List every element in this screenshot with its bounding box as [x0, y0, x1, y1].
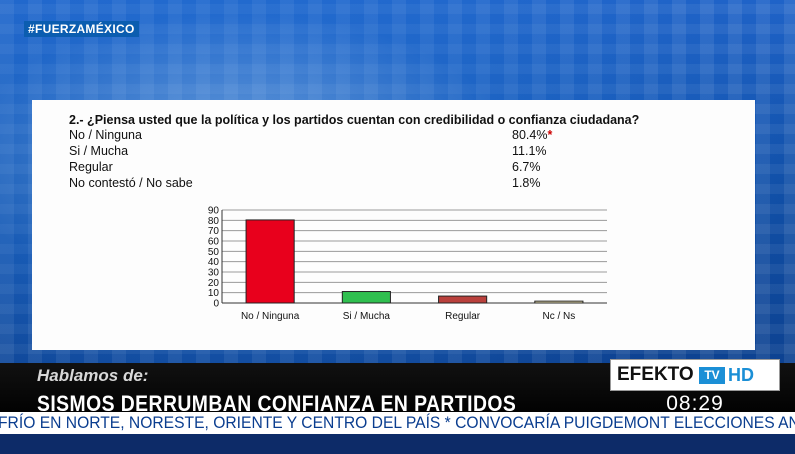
- logo-efekto: EFEKTO: [617, 364, 694, 385]
- y-tick-label: 0: [213, 299, 219, 310]
- y-tick-label: 60: [208, 237, 220, 248]
- x-tick-label: Regular: [445, 311, 481, 322]
- answer-label: No contestó / No sabe: [69, 176, 193, 190]
- answer-value: 1.8%: [512, 176, 541, 190]
- news-ticker: FRÍO EN NORTE, NORESTE, ORIENTE Y CENTRO…: [0, 412, 795, 434]
- lower-third-headline: SISMOS DERRUMBAN CONFIANZA EN PARTIDOS: [37, 391, 517, 416]
- logo-hd: HD: [728, 365, 754, 385]
- asterisk-mark: *: [547, 128, 553, 142]
- y-tick-label: 70: [208, 226, 220, 237]
- bar: [438, 295, 488, 304]
- ticker-text: FRÍO EN NORTE, NORESTE, ORIENTE Y CENTRO…: [0, 413, 795, 432]
- survey-panel: 2.- ¿Piensa usted que la política y los …: [32, 100, 755, 350]
- logo-tv: TV: [699, 367, 725, 384]
- x-tick-label: Si / Mucha: [343, 311, 391, 322]
- y-tick-label: 50: [208, 247, 220, 258]
- survey-question: 2.- ¿Piensa usted que la política y los …: [69, 113, 640, 127]
- lower-third-kicker: Hablamos de:: [37, 366, 149, 385]
- x-tick-label: Nc / Ns: [542, 311, 575, 322]
- bar: [245, 219, 295, 304]
- answer-row: No contestó / No sabe 1.8%: [69, 176, 541, 190]
- answer-label: No / Ninguna: [69, 128, 142, 142]
- bar: [341, 291, 391, 304]
- y-tick-label: 40: [208, 257, 220, 268]
- x-tick-label: No / Ninguna: [241, 311, 300, 322]
- y-tick-label: 30: [208, 268, 220, 279]
- answer-row: No / Ninguna 80.4%*: [69, 128, 552, 142]
- channel-logo: EFEKTO TV HD: [610, 359, 780, 391]
- y-tick-label: 10: [208, 288, 220, 299]
- y-tick-label: 20: [208, 278, 220, 289]
- clock: 08:29: [666, 392, 724, 415]
- y-tick-label: 80: [208, 216, 220, 227]
- answer-value: 80.4%*: [512, 128, 553, 142]
- answer-row: Si / Mucha 11.1%: [69, 144, 547, 158]
- bottom-strip: [0, 434, 795, 454]
- bar: [534, 300, 584, 304]
- answer-value: 6.7%: [512, 160, 541, 174]
- answer-value: 11.1%: [512, 144, 547, 158]
- answer-label: Regular: [69, 160, 113, 174]
- answer-row: Regular 6.7%: [69, 160, 541, 174]
- answer-label: Si / Mucha: [69, 144, 129, 158]
- hashtag-badge: #FUERZAMÉXICO: [24, 21, 139, 37]
- y-tick-label: 90: [208, 206, 220, 217]
